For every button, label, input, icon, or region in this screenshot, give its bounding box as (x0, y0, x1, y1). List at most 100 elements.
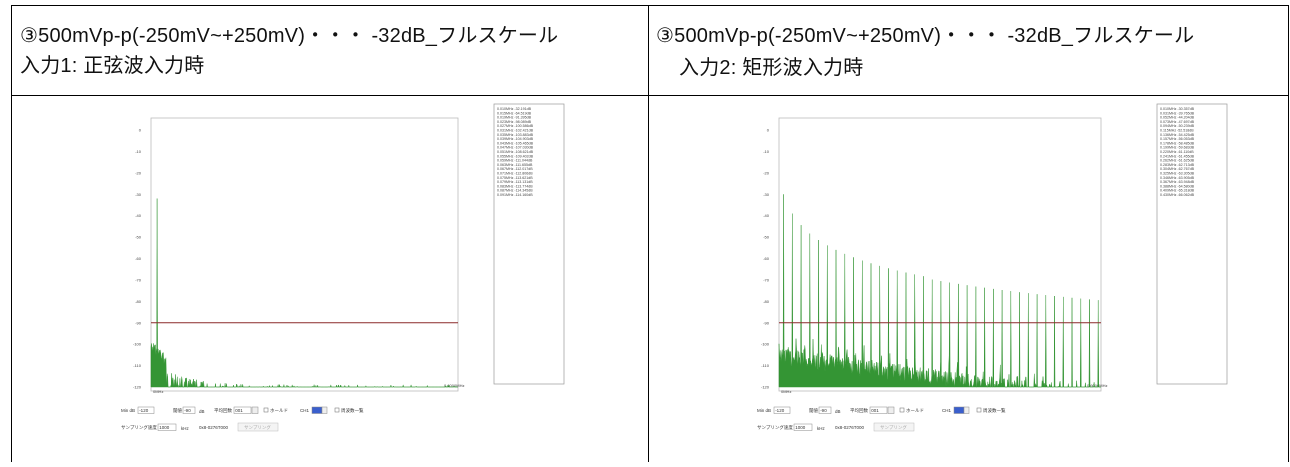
peak-list-entry: 0.094MHz -50.239dB (1160, 124, 1195, 128)
avg-field-value: 001 (871, 408, 879, 413)
rate-label: サンプリング速度 (757, 424, 793, 431)
rate-field-value: 1000 (159, 425, 170, 430)
min-db-label: Min dB (121, 408, 135, 413)
x-end-label: 0.6000MHz (444, 383, 464, 388)
channel-dropdown-arrow (963, 406, 970, 414)
peak-list-entry: 0.199MHz -59.683dB (1160, 146, 1195, 150)
y-tick-label: -100 (133, 342, 142, 347)
peak-list-entry: 0.346MHz -63.905dB (1160, 176, 1195, 180)
y-tick-label: -60 (135, 256, 142, 261)
screenshot-cell-sine: 0 -10 -20 -30 -40 -50 -60 -70 -80 -90 -100 -110 -120… (12, 96, 649, 462)
rate-field (157, 423, 177, 431)
hold-label: ホールド (270, 408, 288, 413)
peak-list-entry: 0.083MHz -113.774dB (497, 184, 533, 188)
hold-label: ホールド (906, 408, 924, 413)
avg-field (869, 406, 888, 414)
x-end-label: 0.6000MHz (1087, 383, 1107, 388)
peak-list-entry: 0.015MHz -64.519dB (497, 111, 532, 115)
channel-select (953, 406, 965, 414)
rate-field (793, 423, 813, 431)
y-tick-label: -10 (135, 149, 142, 154)
y-tick-label: -40 (135, 213, 142, 218)
y-tick-label: -110 (133, 363, 141, 368)
peak-list-entry: 0.031MHz -39.765dB (1160, 111, 1195, 115)
min-db-field (773, 406, 791, 414)
sampling-button-label: サンプリング (880, 424, 907, 431)
spectrum-trace (778, 194, 1101, 388)
y-tick-label: -40 (763, 213, 770, 218)
y-tick-label: -30 (135, 192, 142, 197)
peak-list-entry: 0.027MHz -100.586dB (497, 124, 534, 128)
threshold-label: 閾値 (809, 407, 818, 414)
peak-list-entry: 0.283MHz -62.713dB (1160, 163, 1195, 167)
sampling-button (873, 422, 915, 432)
x-start-label: 0MHz (153, 389, 163, 394)
peak-list-entry: 0.079MHz -113.131dB (497, 180, 533, 184)
header-title: ③500mVp-p(-250mV~+250mV)・・・ -32dB_フルスケール (20, 25, 559, 47)
header-cell-input1: ③500mVp-p(-250mV~+250mV)・・・ -32dB_フルスケール… (12, 6, 649, 96)
y-tick-label: -80 (763, 299, 770, 304)
range-text: 0x8-0276T000 (835, 425, 865, 430)
avg-label: 平均回数 (850, 407, 868, 414)
rate-label: サンプリング速度 (121, 424, 157, 431)
spectrum-analyzer-screenshot: 0 -10 -20 -30 -40 -50 -60 -70 -80 -90 -100 -110 -120… (649, 96, 1288, 462)
avg-label: 平均回数 (214, 407, 232, 414)
rate-field-value: 1000 (795, 425, 806, 430)
list-checkbox (976, 407, 982, 413)
peak-list-entry: 0.051MHz -108.621dB (497, 150, 534, 154)
y-tick-label: -70 (135, 277, 142, 282)
peak-list-entry: 0.019MHz -91.395dB (497, 116, 532, 120)
peak-list-entry: 0.063MHz -111.655dB (497, 163, 533, 167)
header-subtitle: 入力1: 正弦波入力時 (20, 55, 205, 77)
y-tick-label: -120 (133, 385, 142, 390)
channel-dropdown-arrow (321, 406, 328, 414)
peak-list-entry: 0.031MHz -102.421dB (497, 129, 534, 133)
y-tick-label: 0 (767, 128, 770, 133)
min-db-field (137, 406, 155, 414)
y-tick-label: -50 (763, 235, 770, 240)
rate-unit-label: kHz (181, 426, 189, 431)
sampling-button (237, 422, 279, 432)
threshold-label: 閾値 (173, 407, 182, 414)
peak-list-entry: 0.409MHz -65.318dB (1160, 189, 1195, 193)
peak-list-entry: 0.059MHz -111.044dB (497, 159, 533, 163)
min-db-label: Min dB (757, 408, 771, 413)
plot-area (778, 117, 1102, 392)
peak-list-entry: 0.043MHz -105.465dB (497, 141, 534, 145)
y-tick-label: 0 (139, 128, 142, 133)
list-label: 周波数一覧 (341, 407, 364, 414)
y-tick-label: -80 (135, 299, 142, 304)
avg-field (233, 406, 252, 414)
peak-list-entry: 0.091MHz -114.160dB (497, 193, 533, 197)
peak-list-entry: 0.055MHz -109.402dB (497, 154, 534, 158)
y-tick-label: -20 (763, 170, 770, 175)
peak-list-entry: 0.388MHz -64.580dB (1160, 184, 1195, 188)
peak-list-box (1156, 103, 1228, 385)
spectrum-analyzer-screenshot: 0 -10 -20 -30 -40 -50 -60 -70 -80 -90 -100 -110 -120… (12, 96, 648, 462)
peak-list-entry: 0.047MHz -107.030dB (497, 146, 534, 150)
y-tick-label: -90 (763, 320, 770, 325)
peak-list-entry: 0.430MHz -66.062dB (1160, 193, 1195, 197)
peak-list-entry: 0.087MHz -114.345dB (497, 189, 533, 193)
list-label: 周波数一覧 (983, 407, 1006, 414)
db-unit-label: dB (199, 409, 205, 414)
y-tick-label: -110 (761, 363, 769, 368)
peak-list-box (493, 103, 565, 385)
y-tick-label: -70 (763, 277, 770, 282)
list-checkbox (334, 407, 340, 413)
peak-list-entry: 0.367MHz -63.948dB (1160, 180, 1195, 184)
y-tick-label: -100 (761, 342, 770, 347)
channel-label: CH1 (942, 408, 951, 413)
y-tick-label: -20 (135, 170, 142, 175)
peak-list-entry: 0.304MHz -62.767dB (1160, 167, 1195, 171)
peak-list-entry: 0.325MHz -63.305dB (1160, 172, 1195, 176)
threshold-field (182, 406, 196, 414)
y-tick-label: -50 (135, 235, 142, 240)
peak-list-entry: 0.010MHz -30.357dB (1160, 107, 1195, 111)
peak-list-entry: 0.067MHz -112.017dB (497, 167, 533, 171)
peak-list-entry: 0.115MHz -52.518dB (1160, 129, 1194, 133)
y-tick-label: -10 (763, 149, 770, 154)
peak-list-entry: 0.241MHz -61.455dB (1160, 154, 1195, 158)
peak-list-entry: 0.052MHz -44.204dB (1160, 116, 1195, 120)
header-title: ③500mVp-p(-250mV~+250mV)・・・ -32dB_フルスケール (656, 25, 1195, 47)
